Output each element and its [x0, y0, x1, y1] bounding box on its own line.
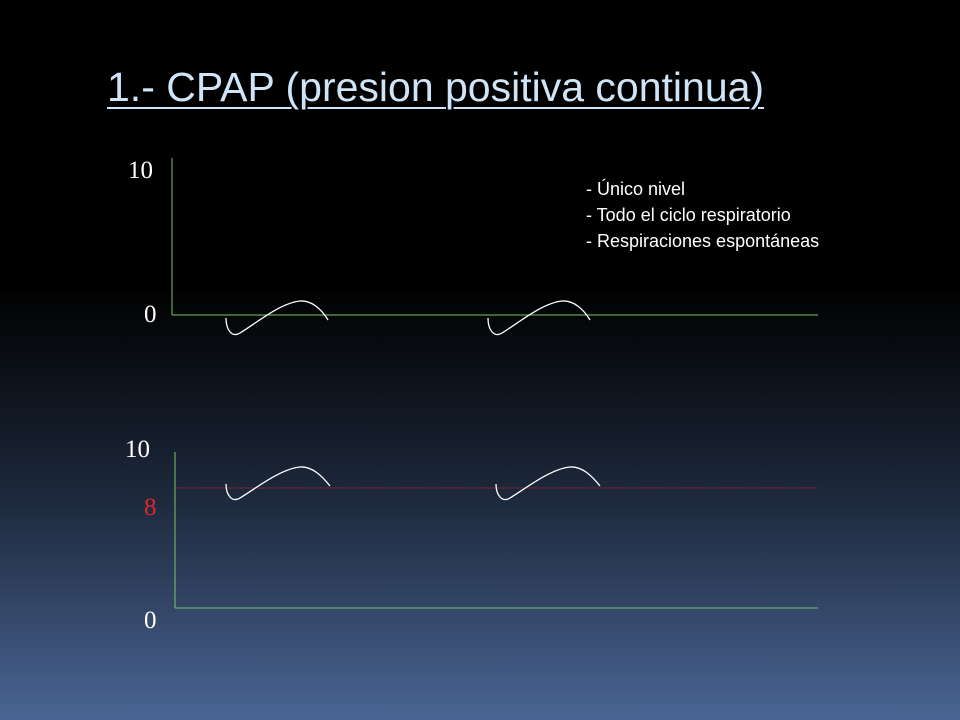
bottom-chart-y-max-label: 10 [125, 436, 150, 463]
note-item: - Respiraciones espontáneas [586, 231, 820, 251]
top-chart [171, 158, 818, 336]
note-item: - Todo el ciclo respiratorio [586, 205, 791, 225]
top-chart-y-min-label: 0 [144, 301, 157, 328]
bottom-chart-baseline-label: 8 [144, 494, 157, 521]
notes-list: - Único nivel - Todo el ciclo respirator… [586, 176, 819, 254]
bottom-chart [174, 452, 818, 609]
top-chart-y-max-label: 10 [128, 157, 153, 184]
top-chart-breath-wave [225, 300, 329, 336]
top-chart-breath-wave [487, 300, 591, 336]
note-item: - Único nivel [586, 179, 686, 199]
bottom-chart-breath-wave [225, 466, 331, 501]
bottom-chart-y-min-label: 0 [144, 607, 157, 634]
slide-title: 1.- CPAP (presion positiva continua) [107, 64, 765, 110]
bottom-chart-breath-wave [495, 466, 601, 501]
